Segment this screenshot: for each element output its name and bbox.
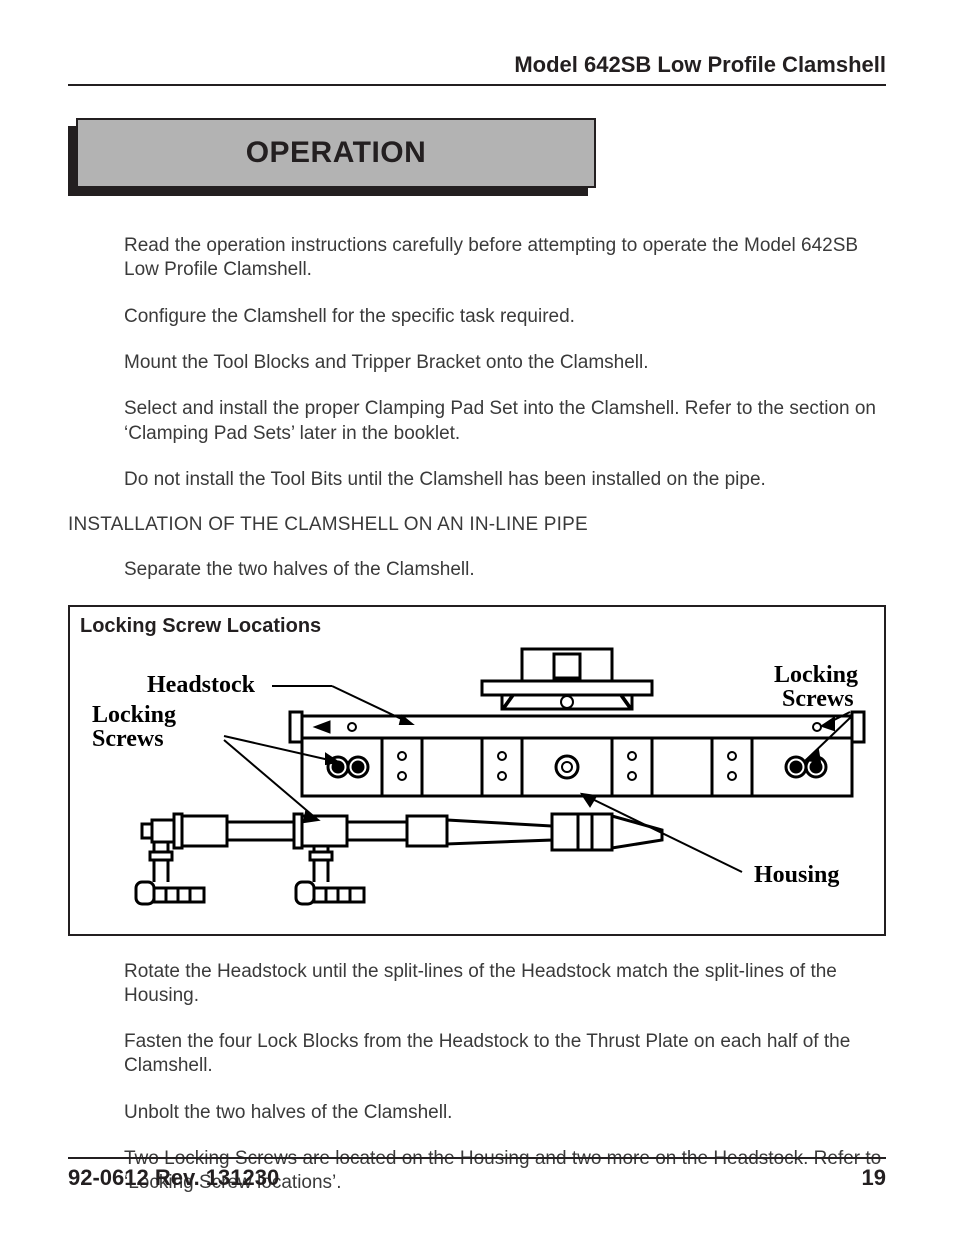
figure-label-screws-right: Screws <box>782 686 854 712</box>
figure-label-headstock: Headstock <box>147 672 256 698</box>
page-header-title: Model 642SB Low Profile Clamshell <box>68 52 886 86</box>
figure-label-screws-left-1: Screws <box>92 726 164 752</box>
paragraph: Do not install the Tool Bits until the C… <box>124 468 886 492</box>
page: Model 642SB Low Profile Clamshell OPERAT… <box>0 0 954 1235</box>
subheading: INSTALLATION OF THE CLAMSHELL ON AN IN-L… <box>68 514 886 536</box>
paragraph: Mount the Tool Blocks and Tripper Bracke… <box>124 351 886 375</box>
figure-label-locking-right: Locking <box>774 662 858 688</box>
paragraph: Select and install the proper Clamping P… <box>124 397 886 446</box>
paragraph: Configure the Clamshell for the specific… <box>124 305 886 329</box>
footer-page-number: 19 <box>862 1165 886 1191</box>
paragraph: Separate the two halves of the Clamshell… <box>124 558 886 582</box>
figure-box: Locking Screw Locations <box>68 605 886 936</box>
paragraph: Rotate the Headstock until the split-lin… <box>124 960 886 1009</box>
body-text-block-2: Separate the two halves of the Clamshell… <box>124 558 886 582</box>
figure-label-housing: Housing <box>754 862 839 888</box>
paragraph: Unbolt the two halves of the Clamshell. <box>124 1101 886 1125</box>
figure-diagram: Headstock Locking Screws Locking Screws … <box>80 644 874 924</box>
section-banner: OPERATION <box>68 118 596 196</box>
body-text-block-1: Read the operation instructions carefull… <box>124 234 886 492</box>
figure-label-locking-left-1: Locking <box>92 702 176 728</box>
figure-title: Locking Screw Locations <box>80 615 874 638</box>
paragraph: Read the operation instructions carefull… <box>124 234 886 283</box>
paragraph: Fasten the four Lock Blocks from the Hea… <box>124 1030 886 1079</box>
footer-left: 92-0612 Rev. 131230 <box>68 1165 279 1191</box>
section-banner-box: OPERATION <box>76 118 596 188</box>
page-footer: 92-0612 Rev. 131230 19 <box>68 1157 886 1191</box>
section-banner-text: OPERATION <box>246 136 427 170</box>
